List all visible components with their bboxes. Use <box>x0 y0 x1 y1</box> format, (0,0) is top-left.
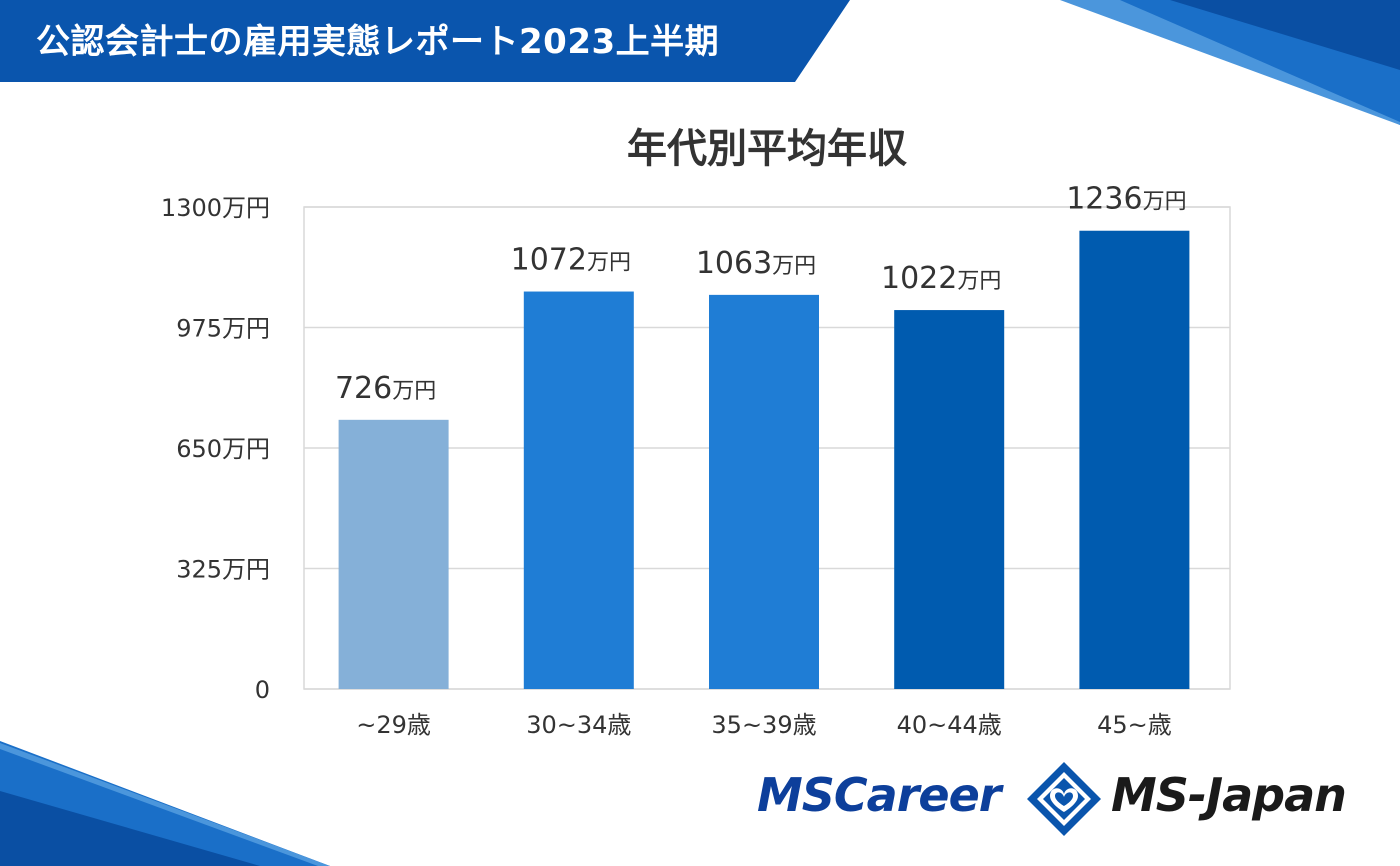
chart-title: 年代別平均年収 <box>627 126 907 172</box>
page-title: 公認会計士の雇用実態レポート2023上半期 <box>36 22 720 62</box>
bar-value-label: 1063万円 <box>696 246 816 281</box>
bar-value-label: 1072万円 <box>511 243 631 278</box>
bar <box>709 294 819 689</box>
msjapan-logo: MS-Japan <box>1111 768 1347 822</box>
decorative-stripes-bottom-left <box>0 741 330 866</box>
bar-value-label: 1022万円 <box>881 261 1001 296</box>
x-tick-label: 45~歳 <box>1097 711 1172 739</box>
bar <box>523 291 634 689</box>
header-banner: 公認会計士の雇用実態レポート2023上半期 <box>0 0 850 82</box>
x-tick-label: 35~39歳 <box>711 711 816 739</box>
y-tick-label: 325万円 <box>176 556 270 584</box>
y-tick-label: 0 <box>255 676 270 704</box>
y-tick-label: 975万円 <box>176 315 270 343</box>
bar-value-label: 726万円 <box>335 371 436 406</box>
y-tick-label: 650万円 <box>176 435 270 463</box>
bar-value-label: 1236万円 <box>1066 182 1186 217</box>
x-tick-label: 40~44歳 <box>897 711 1002 739</box>
logos: MSCareer MS-Japan <box>755 758 1355 838</box>
mscareer-logo: MSCareer <box>757 768 1001 822</box>
bar <box>894 310 1005 689</box>
bar <box>1079 230 1190 689</box>
msjapan-diamond-mark-icon <box>1027 762 1101 836</box>
x-tick-label: 30~34歳 <box>526 711 631 739</box>
x-tick-label: ~29歳 <box>356 711 431 739</box>
decorative-stripes-top-right <box>1060 0 1400 125</box>
y-tick-label: 1300万円 <box>161 194 270 222</box>
bar <box>338 419 449 689</box>
